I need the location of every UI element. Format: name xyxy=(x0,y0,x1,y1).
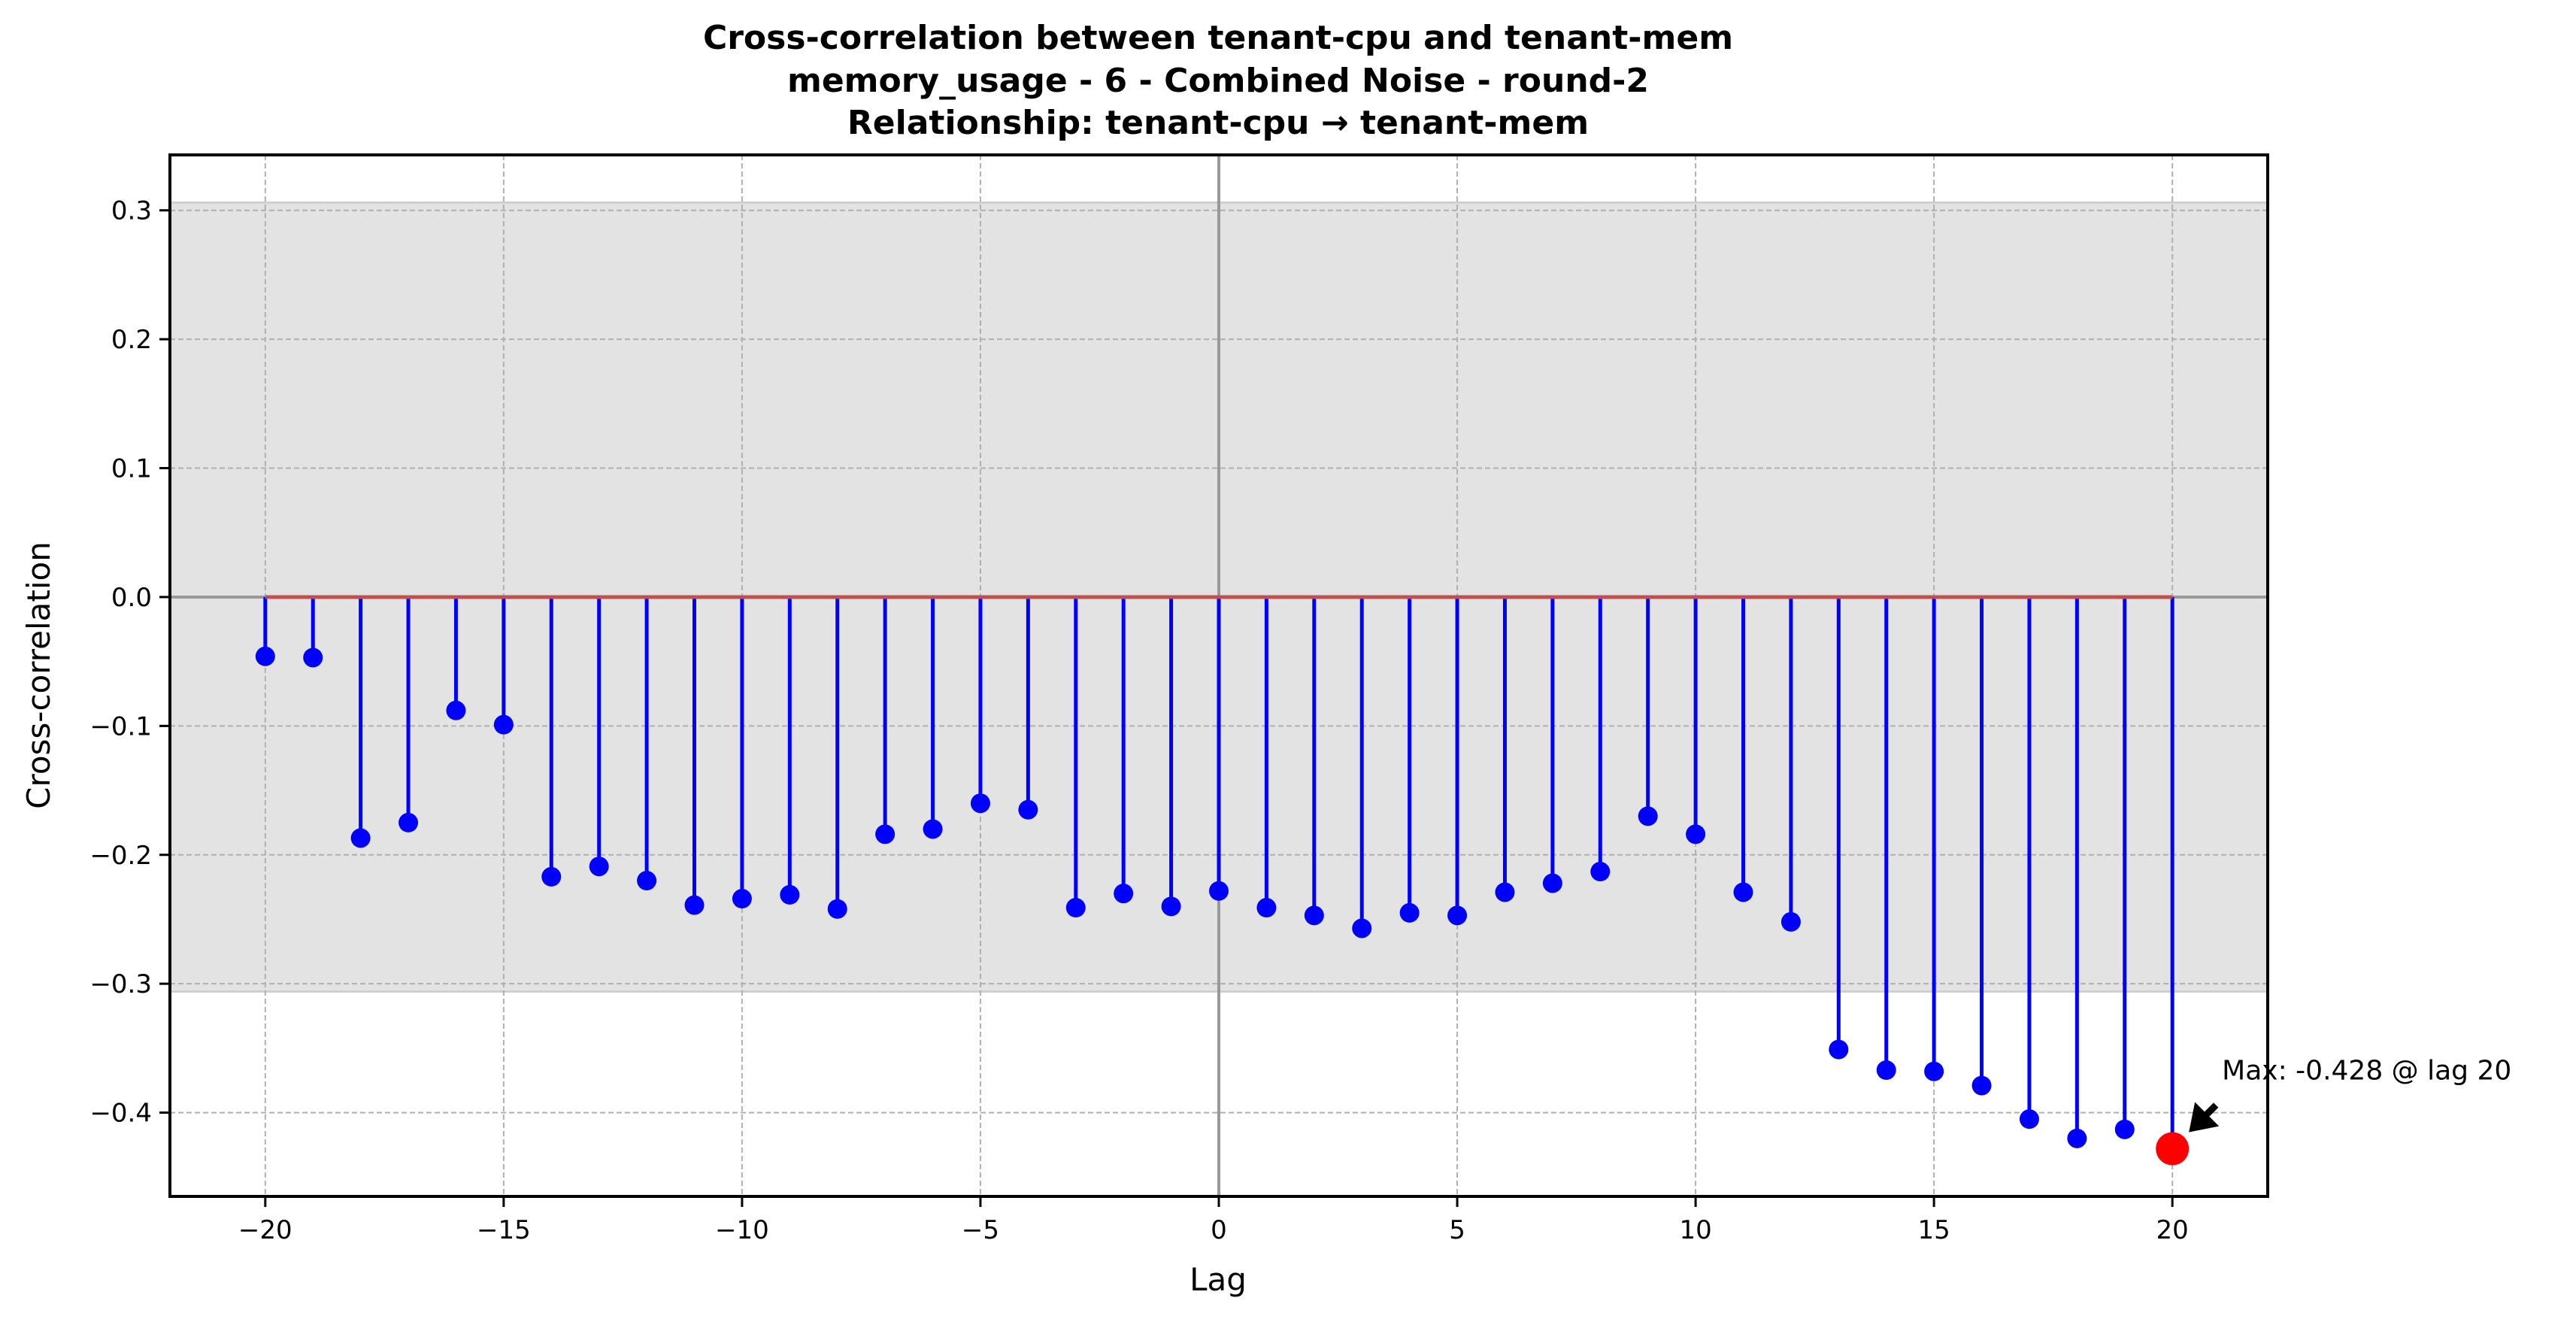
stem-marker xyxy=(1399,902,1420,923)
stem-marker xyxy=(732,889,752,909)
max-annotation: Max: -0.428 @ lag 20 xyxy=(2189,1056,2511,1132)
stem-marker xyxy=(1447,905,1468,926)
stem-marker xyxy=(1209,881,1229,901)
stem-marker xyxy=(1065,898,1086,918)
y-tick-label: −0.3 xyxy=(89,969,152,999)
stem-marker xyxy=(493,714,514,735)
stem-marker xyxy=(1686,824,1706,844)
chart-title: Cross-correlation between tenant-cpu and… xyxy=(703,19,1733,142)
y-tick-label: −0.1 xyxy=(89,711,152,741)
y-tick-label: 0.0 xyxy=(111,583,152,613)
x-tick-label: −10 xyxy=(715,1215,769,1245)
stem-marker xyxy=(589,857,609,877)
stem-marker xyxy=(303,647,323,668)
stem-series xyxy=(255,595,2190,1166)
x-tick-label: 10 xyxy=(1679,1215,1711,1245)
stem-marker xyxy=(1018,799,1038,820)
stem-marker xyxy=(684,895,705,915)
x-tick-label: −20 xyxy=(238,1215,292,1245)
y-tick-label: −0.2 xyxy=(89,841,152,871)
stem-marker xyxy=(1733,882,1753,902)
x-axis-label: Lag xyxy=(1190,1261,1247,1298)
stem-marker xyxy=(1256,898,1277,918)
x-tick-label: 15 xyxy=(1918,1215,1950,1245)
stem-marker xyxy=(2114,1119,2135,1139)
stem-marker xyxy=(780,884,800,905)
stem-marker xyxy=(1780,911,1801,932)
stem-marker xyxy=(399,812,419,832)
chart-title-line-1: Cross-correlation between tenant-cpu and… xyxy=(703,19,1733,57)
stem-marker xyxy=(255,646,275,666)
y-axis-ticks: −0.4 −0.3 −0.2 −0.1 0.0 0.1 0.2 0.3 xyxy=(89,196,170,1129)
stem-marker xyxy=(446,700,466,720)
stem-marker xyxy=(923,819,943,839)
chart-title-line-3: Relationship: tenant-cpu → tenant-mem xyxy=(847,104,1589,142)
stem-marker xyxy=(2019,1109,2039,1129)
stem-marker xyxy=(1971,1075,1992,1096)
stem-marker xyxy=(1542,873,1562,893)
y-tick-label: 0.1 xyxy=(111,454,152,484)
annotation-label: Max: -0.428 @ lag 20 xyxy=(2222,1056,2511,1087)
y-tick-label: −0.4 xyxy=(89,1099,152,1129)
stem-marker xyxy=(1924,1061,1944,1081)
stem-marker xyxy=(1304,905,1324,926)
x-axis-ticks: −20 −15 −10 −5 0 5 10 15 20 xyxy=(238,1196,2189,1245)
annotation-arrow-head xyxy=(2189,1102,2220,1132)
y-axis-label: Cross-correlation xyxy=(20,541,57,809)
max-point-marker xyxy=(2156,1132,2190,1166)
x-tick-label: 0 xyxy=(1211,1215,1227,1245)
grid-lines xyxy=(170,155,2268,1196)
y-tick-label: 0.3 xyxy=(111,196,152,226)
stem-marker xyxy=(1352,918,1372,938)
stem-marker xyxy=(1829,1039,1849,1060)
stem-marker xyxy=(1161,896,1181,917)
x-tick-label: 5 xyxy=(1449,1215,1465,1245)
stem-marker xyxy=(1590,862,1611,882)
stem-marker xyxy=(827,899,847,919)
chart-title-line-2: memory_usage - 6 - Combined Noise - roun… xyxy=(787,62,1649,100)
stem-marker xyxy=(1495,882,1515,902)
stem-marker xyxy=(350,828,371,848)
stem-marker xyxy=(1876,1060,1896,1081)
stem-marker xyxy=(541,866,562,887)
x-tick-label: −5 xyxy=(962,1215,999,1245)
x-tick-label: −15 xyxy=(477,1215,531,1245)
stem-marker xyxy=(2067,1128,2087,1148)
stem-marker xyxy=(970,793,990,814)
stem-marker xyxy=(1114,884,1134,904)
y-tick-label: 0.2 xyxy=(111,325,152,355)
stem-marker xyxy=(875,824,896,844)
stem-marker xyxy=(637,871,657,891)
stem-marker xyxy=(1638,806,1658,826)
x-tick-label: 20 xyxy=(2156,1215,2189,1245)
